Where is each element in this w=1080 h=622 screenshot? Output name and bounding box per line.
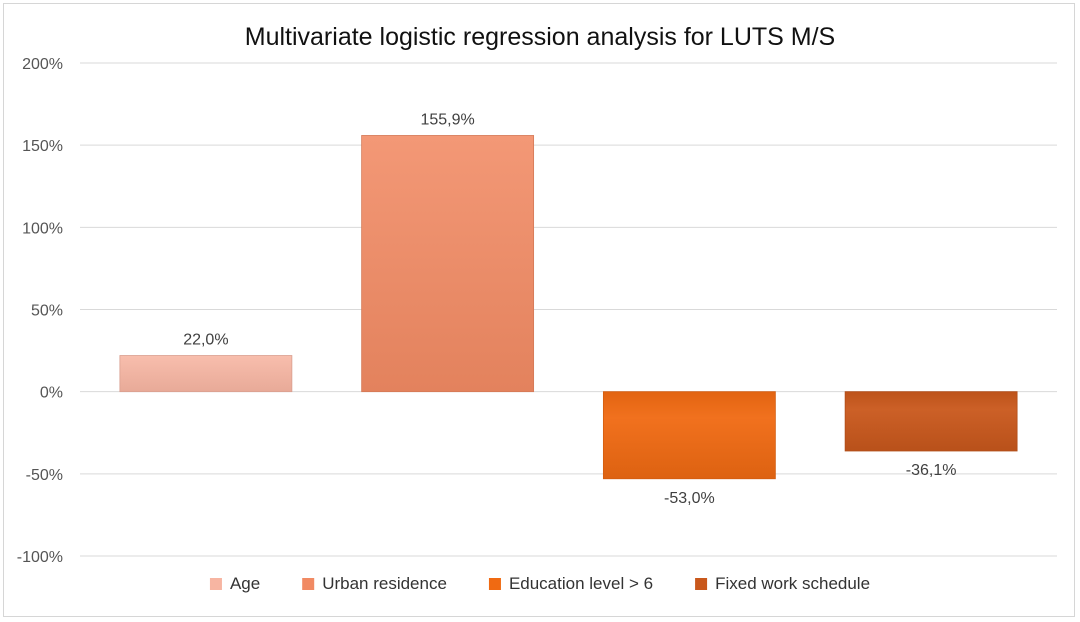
y-tick-label: 200% [22,56,63,73]
data-labels: 22,0% 155,9% -53,0% -36,1% [183,111,956,506]
legend-label: Education level > 6 [509,574,653,593]
y-tick-label: 150% [22,138,63,155]
gridlines [80,62,1057,557]
bars [119,135,1018,480]
legend-label: Fixed work schedule [715,574,870,593]
data-label: 155,9% [420,111,474,128]
legend-swatch [209,578,222,590]
y-tick-label: -50% [26,467,63,484]
legend-swatch [488,578,501,590]
y-tick-label: 100% [22,220,63,237]
y-tick-label: 50% [31,303,63,320]
legend-label: Age [230,574,260,593]
bar [844,391,1018,452]
data-label: 22,0% [183,332,228,349]
y-tick-label: 0% [40,385,63,402]
chart-title: Multivariate logistic regression analysi… [245,23,835,51]
bar [119,355,293,393]
bar [361,135,535,393]
data-label: -36,1% [906,462,957,479]
data-label: -53,0% [664,490,715,507]
legend-swatch [695,578,708,590]
legend-swatch [302,578,315,590]
y-tick-label: -100% [17,549,63,566]
legend: Age Urban residence Education level > 6 Fix… [209,574,870,593]
bar [602,391,776,480]
y-axis-ticks: 200% 150% 100% 50% 0% -50% -100% [17,56,63,566]
legend-label: Urban residence [322,574,447,593]
